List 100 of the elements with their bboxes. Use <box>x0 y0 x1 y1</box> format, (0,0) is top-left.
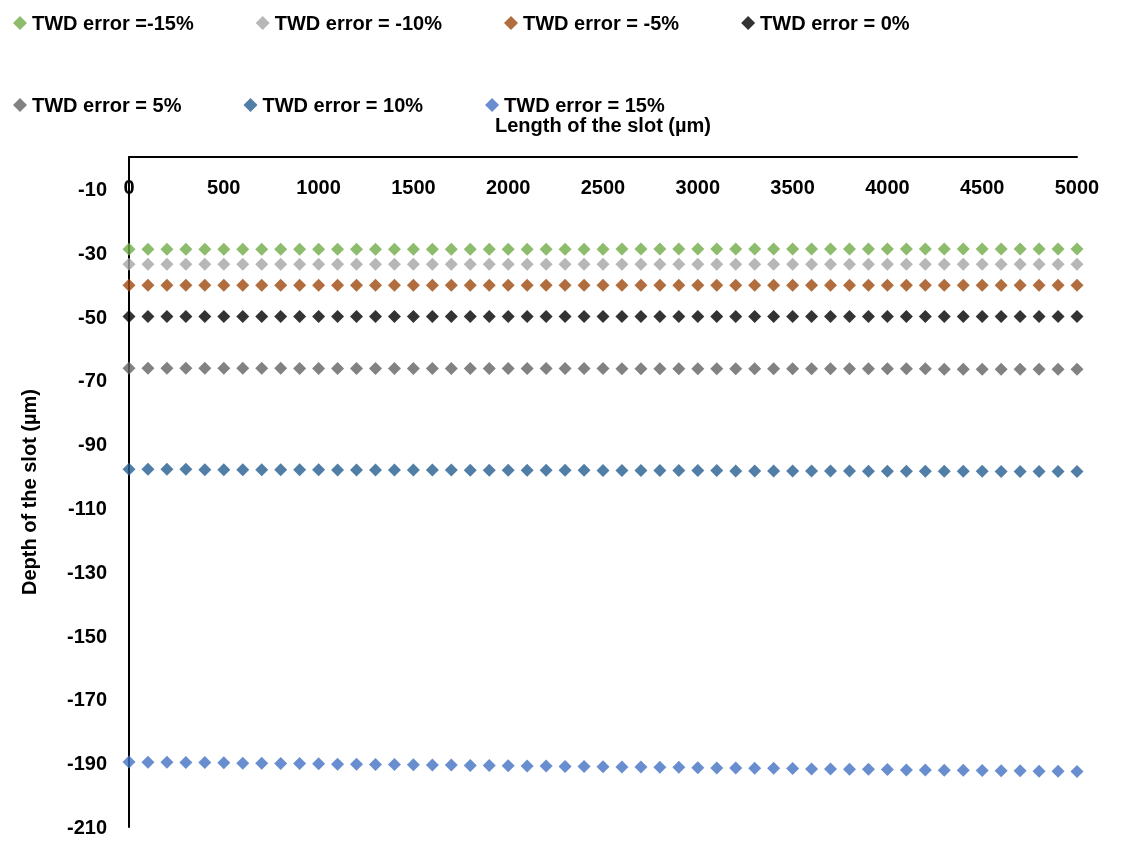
point <box>672 278 686 292</box>
point <box>350 310 364 324</box>
point <box>1013 362 1027 376</box>
point <box>274 463 288 477</box>
point <box>368 257 382 271</box>
point <box>482 463 496 477</box>
point <box>691 310 705 324</box>
point <box>805 762 819 776</box>
point <box>956 464 970 478</box>
point <box>1051 278 1065 292</box>
point <box>691 362 705 376</box>
point <box>482 362 496 376</box>
point <box>425 758 439 772</box>
point <box>520 362 534 376</box>
point <box>824 278 838 292</box>
point <box>160 257 174 271</box>
point <box>824 762 838 776</box>
point <box>255 257 269 271</box>
point <box>710 761 724 775</box>
point <box>842 257 856 271</box>
point <box>331 463 345 477</box>
point <box>387 463 401 477</box>
y-tick-label: -110 <box>68 496 107 519</box>
point <box>558 362 572 376</box>
point <box>634 760 648 774</box>
point <box>767 310 781 324</box>
point <box>1013 465 1027 479</box>
point <box>520 759 534 773</box>
point <box>615 362 629 376</box>
point <box>729 257 743 271</box>
point <box>520 278 534 292</box>
point <box>937 310 951 324</box>
point <box>122 310 136 324</box>
point <box>160 361 174 375</box>
point <box>918 362 932 376</box>
point <box>539 463 553 477</box>
point <box>1070 257 1084 271</box>
point <box>236 278 250 292</box>
point <box>406 242 420 256</box>
point <box>444 257 458 271</box>
point <box>179 257 193 271</box>
point <box>1051 465 1065 479</box>
point <box>198 257 212 271</box>
point <box>179 278 193 292</box>
point <box>767 278 781 292</box>
point <box>1032 362 1046 376</box>
point <box>994 362 1008 376</box>
point <box>975 310 989 324</box>
point <box>596 362 610 376</box>
point <box>672 242 686 256</box>
x-tick-label: 1500 <box>391 176 436 198</box>
point <box>767 257 781 271</box>
point <box>293 310 307 324</box>
point <box>975 362 989 376</box>
point <box>842 362 856 376</box>
point <box>1032 257 1046 271</box>
point <box>255 361 269 375</box>
point <box>824 310 838 324</box>
point <box>217 756 231 770</box>
point <box>236 310 250 324</box>
point <box>691 278 705 292</box>
point <box>653 242 667 256</box>
point <box>805 257 819 271</box>
point <box>255 463 269 477</box>
point <box>1013 764 1027 778</box>
point <box>122 278 136 292</box>
point <box>463 278 477 292</box>
point <box>293 463 307 477</box>
point <box>729 362 743 376</box>
point <box>596 278 610 292</box>
point <box>691 464 705 478</box>
point <box>501 257 515 271</box>
point <box>634 464 648 478</box>
point <box>1013 310 1027 324</box>
point <box>861 278 875 292</box>
point <box>141 755 155 769</box>
point <box>899 242 913 256</box>
point <box>937 278 951 292</box>
point <box>577 310 591 324</box>
point <box>748 242 762 256</box>
point <box>501 242 515 256</box>
point <box>350 362 364 376</box>
point <box>975 242 989 256</box>
point <box>198 756 212 770</box>
point <box>274 361 288 375</box>
point <box>918 278 932 292</box>
point <box>122 462 136 476</box>
point <box>387 310 401 324</box>
point <box>805 362 819 376</box>
y-tick-label: -210 <box>66 816 107 838</box>
point <box>710 310 724 324</box>
point <box>350 463 364 477</box>
point <box>350 278 364 292</box>
legend-label: TWD error = -5% <box>522 12 680 34</box>
point <box>293 362 307 376</box>
point <box>842 242 856 256</box>
point <box>1032 310 1046 324</box>
point <box>880 464 894 478</box>
point <box>255 756 269 770</box>
point <box>406 362 420 376</box>
